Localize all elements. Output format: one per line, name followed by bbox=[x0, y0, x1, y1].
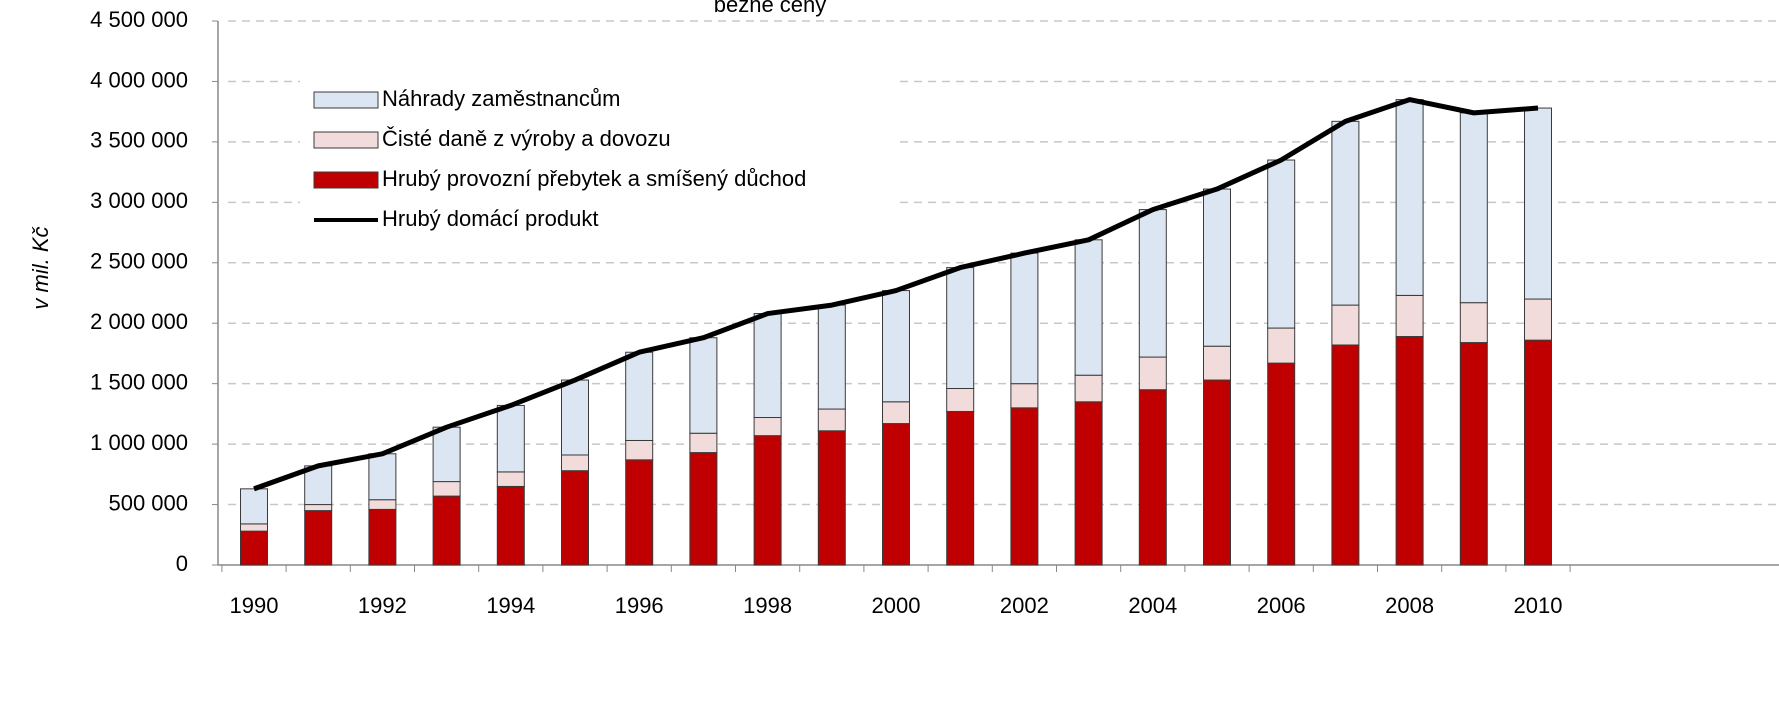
bar-segment bbox=[1074, 374, 1103, 403]
bar-segment bbox=[368, 453, 397, 501]
bar-segment bbox=[689, 432, 718, 454]
bar-segment bbox=[240, 523, 268, 532]
bar-segment bbox=[1074, 239, 1103, 376]
bar-segment bbox=[496, 485, 525, 566]
bar-segment bbox=[1331, 120, 1360, 306]
bar-segment bbox=[817, 430, 846, 566]
bar-segment bbox=[753, 417, 782, 437]
bar-segment bbox=[1331, 304, 1360, 346]
y-tick-label: 2 000 000 bbox=[90, 309, 188, 334]
bar-segment bbox=[625, 351, 654, 441]
bar-segment bbox=[432, 495, 461, 566]
bar-segment bbox=[1395, 336, 1424, 566]
bar-segment bbox=[1524, 107, 1552, 300]
y-axis-label: v mil. Kč bbox=[28, 226, 53, 309]
bar-segment bbox=[946, 410, 975, 566]
y-tick-label: 1 000 000 bbox=[90, 430, 188, 455]
bar-segment bbox=[625, 459, 654, 566]
chart-title: běžné ceny bbox=[714, 0, 827, 17]
bar-segment bbox=[304, 510, 333, 566]
legend-label: Hrubý domácí produkt bbox=[382, 206, 598, 231]
bar-segment bbox=[496, 404, 525, 473]
bar-segment bbox=[817, 408, 846, 432]
bar-segment bbox=[1138, 389, 1167, 566]
bar-segment bbox=[432, 481, 461, 497]
bar-segment bbox=[1267, 327, 1296, 364]
bar-segment bbox=[496, 471, 525, 487]
bar-segment bbox=[1267, 159, 1296, 329]
bar-segment bbox=[561, 454, 589, 472]
bar-segment bbox=[1203, 188, 1231, 347]
bar-segment bbox=[689, 337, 718, 434]
bar-segment bbox=[1331, 344, 1360, 566]
x-tick-label: 2010 bbox=[1514, 593, 1563, 618]
x-tick-label: 2002 bbox=[1000, 593, 1049, 618]
y-tick-label: 2 500 000 bbox=[90, 249, 188, 274]
legend-background bbox=[300, 80, 900, 245]
legend-label: Náhrady zaměstnancům bbox=[382, 86, 620, 111]
bar-segment bbox=[882, 401, 910, 425]
bar-segment bbox=[1138, 356, 1167, 391]
x-tick-label: 2008 bbox=[1385, 593, 1434, 618]
x-tick-label: 2004 bbox=[1128, 593, 1177, 618]
bar-segment bbox=[368, 508, 397, 566]
bar-segment bbox=[1395, 294, 1424, 338]
bar-segment bbox=[1524, 339, 1552, 566]
x-tick-label: 1998 bbox=[743, 593, 792, 618]
bar-segment bbox=[1010, 383, 1039, 409]
bar-segment bbox=[1074, 401, 1103, 566]
y-tick-label: 3 500 000 bbox=[90, 128, 188, 153]
bar-segment bbox=[946, 267, 975, 390]
bar-segment bbox=[689, 452, 718, 566]
y-tick-label: 4 000 000 bbox=[90, 67, 188, 92]
legend-label: Hrubý provozní přebytek a smíšený důchod bbox=[382, 166, 806, 191]
x-tick-label: 1996 bbox=[615, 593, 664, 618]
legend-swatch bbox=[313, 131, 379, 149]
y-tick-label: 0 bbox=[176, 551, 188, 576]
line-series bbox=[253, 97, 1539, 492]
bar-segment bbox=[1395, 99, 1424, 296]
x-tick-label: 2006 bbox=[1257, 593, 1306, 618]
y-tick-label: 3 000 000 bbox=[90, 188, 188, 213]
bar-segment bbox=[1459, 302, 1488, 344]
x-tick-label: 1992 bbox=[358, 593, 407, 618]
y-tick-label: 4 500 000 bbox=[90, 7, 188, 32]
bar-segment bbox=[882, 290, 910, 403]
bar-segment bbox=[561, 470, 589, 566]
bar-segment bbox=[1459, 342, 1488, 566]
x-tick-label: 2000 bbox=[872, 593, 921, 618]
y-tick-label: 1 500 000 bbox=[90, 369, 188, 394]
bar-segment bbox=[304, 504, 333, 512]
bar-segment bbox=[1267, 362, 1296, 566]
bar-segment bbox=[1010, 407, 1039, 566]
bar-segment bbox=[1010, 252, 1039, 385]
bar-segment bbox=[561, 379, 589, 456]
bar-segment bbox=[368, 499, 397, 510]
bar-segment bbox=[882, 423, 910, 566]
bar-segment bbox=[817, 304, 846, 410]
bar-segment bbox=[946, 388, 975, 412]
bar-segment bbox=[1203, 379, 1231, 566]
bar-segment bbox=[1203, 345, 1231, 381]
bar-segment bbox=[1524, 298, 1552, 341]
y-tick-label: 500 000 bbox=[108, 490, 188, 515]
legend-swatch bbox=[313, 171, 379, 189]
x-tick-label: 1994 bbox=[486, 593, 535, 618]
legend-swatch bbox=[313, 91, 379, 109]
bar-segment bbox=[753, 435, 782, 566]
bar-segment bbox=[1459, 112, 1488, 304]
bar-segment bbox=[432, 426, 461, 483]
bar-segment bbox=[240, 488, 268, 525]
bar-segment bbox=[625, 439, 654, 461]
bar-segment bbox=[240, 530, 268, 566]
legend-label: Čisté daně z výroby a dovozu bbox=[382, 126, 671, 151]
bar-segment bbox=[753, 313, 782, 419]
x-tick-label: 1990 bbox=[230, 593, 279, 618]
bar-segment bbox=[1138, 209, 1167, 358]
